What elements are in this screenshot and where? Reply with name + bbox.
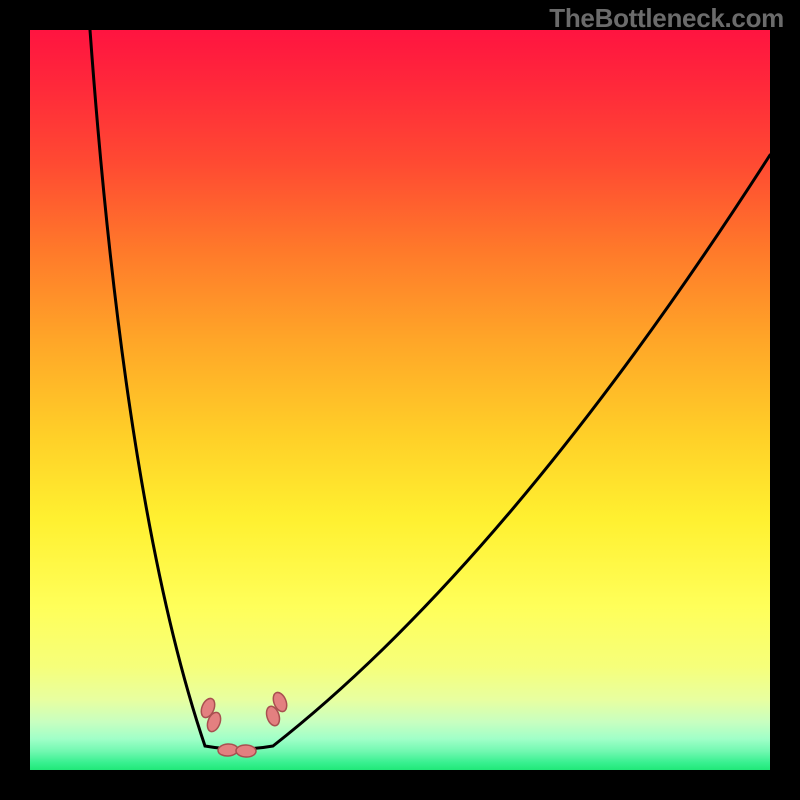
bottleneck-curve	[90, 30, 770, 749]
plot-area	[30, 30, 770, 770]
data-marker	[218, 743, 239, 756]
data-marker	[236, 745, 256, 758]
watermark-text: TheBottleneck.com	[549, 3, 784, 34]
curve-layer	[30, 30, 770, 770]
